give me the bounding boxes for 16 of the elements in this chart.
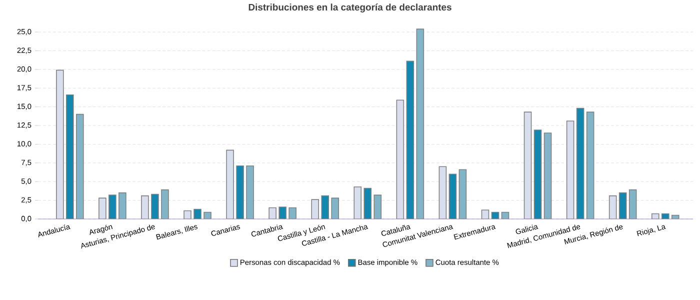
bar <box>396 100 404 219</box>
bar <box>534 130 542 219</box>
bar <box>628 189 637 219</box>
bar <box>416 28 424 219</box>
bar <box>586 112 594 219</box>
bar <box>458 169 467 219</box>
bar <box>438 166 447 219</box>
bar <box>544 132 552 219</box>
bar <box>618 192 627 219</box>
bar <box>524 112 532 219</box>
bar <box>406 60 414 219</box>
chart-title: Distribuciones en la categoría de declarantes <box>248 4 452 12</box>
bar <box>566 120 574 219</box>
bar <box>448 174 457 219</box>
bar <box>576 108 584 219</box>
bar <box>608 195 617 219</box>
